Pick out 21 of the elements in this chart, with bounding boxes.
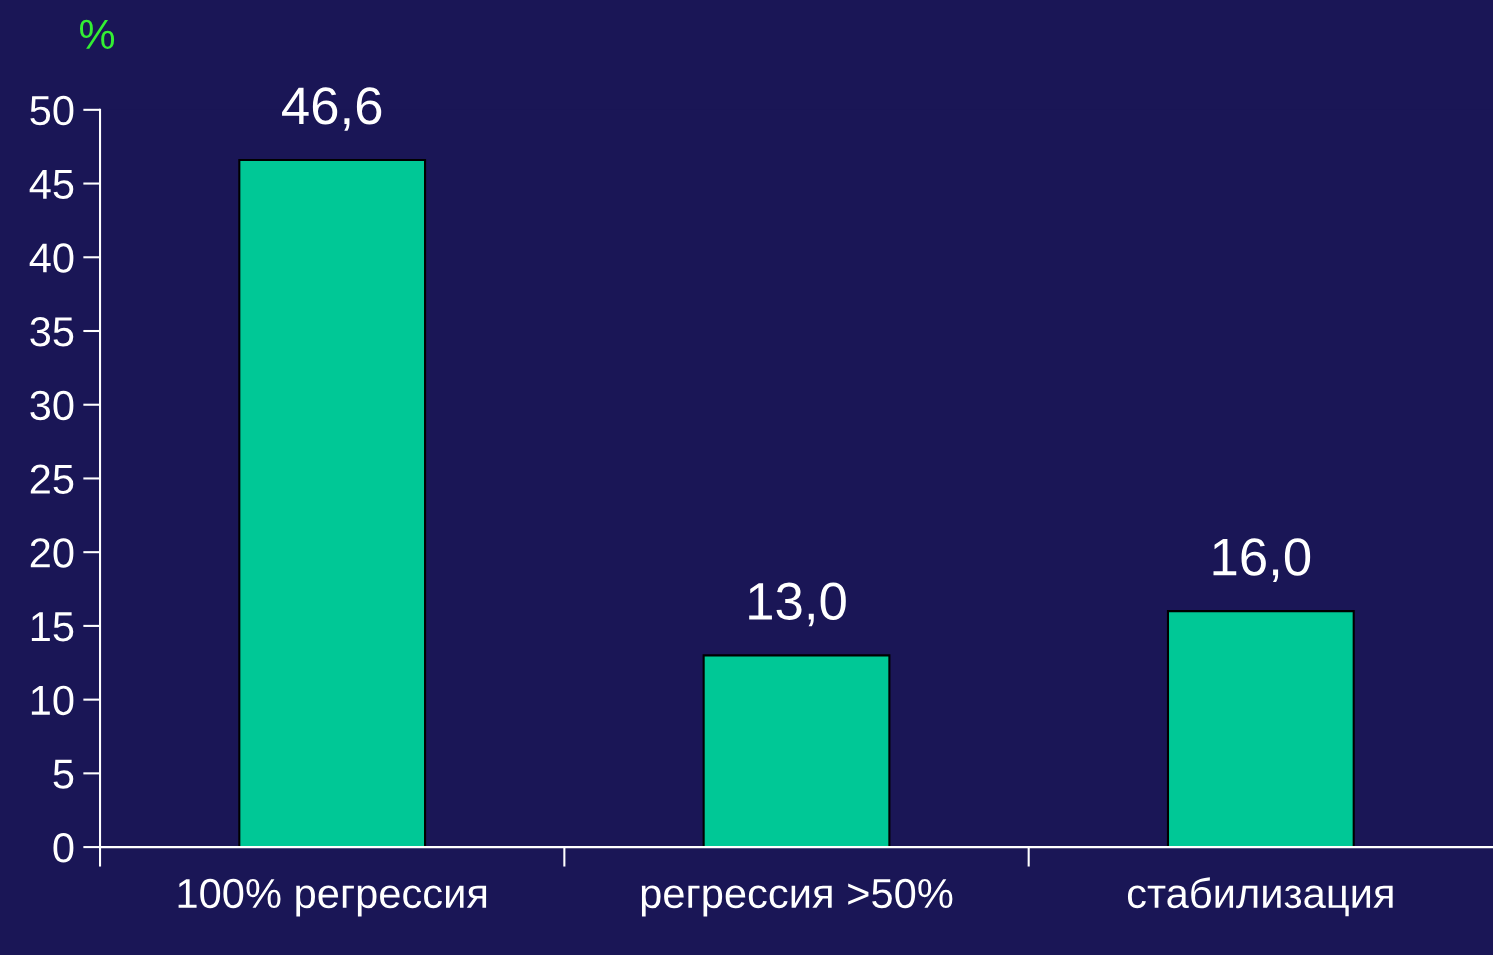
- y-tick-label: 40: [29, 243, 74, 273]
- data-label: 13,0: [749, 582, 846, 627]
- bar: [1166, 610, 1355, 848]
- y-axis-title: %: [80, 19, 115, 49]
- y-tick-label: 5: [53, 759, 74, 789]
- y-tick-label: 50: [30, 95, 74, 126]
- y-tick-label: 45: [29, 169, 74, 200]
- bar: [702, 654, 891, 848]
- y-tick-label: 35: [30, 317, 74, 347]
- x-tick-label: 100% регрессия: [178, 878, 487, 917]
- y-tick-label: 25: [30, 464, 74, 494]
- y-tick-label: 10: [31, 685, 74, 716]
- y-tick-label: 20: [30, 538, 74, 568]
- bar: [238, 158, 427, 848]
- y-tick-label: 30: [30, 390, 74, 421]
- y-tick-label: 15: [31, 612, 74, 642]
- x-tick-label: регрессия >50%: [641, 878, 953, 917]
- x-tick-label: стабилизация: [1127, 877, 1393, 917]
- data-label: 16,0: [1213, 538, 1311, 582]
- y-tick-label: 0: [53, 833, 74, 863]
- data-label: 46,6: [282, 87, 382, 131]
